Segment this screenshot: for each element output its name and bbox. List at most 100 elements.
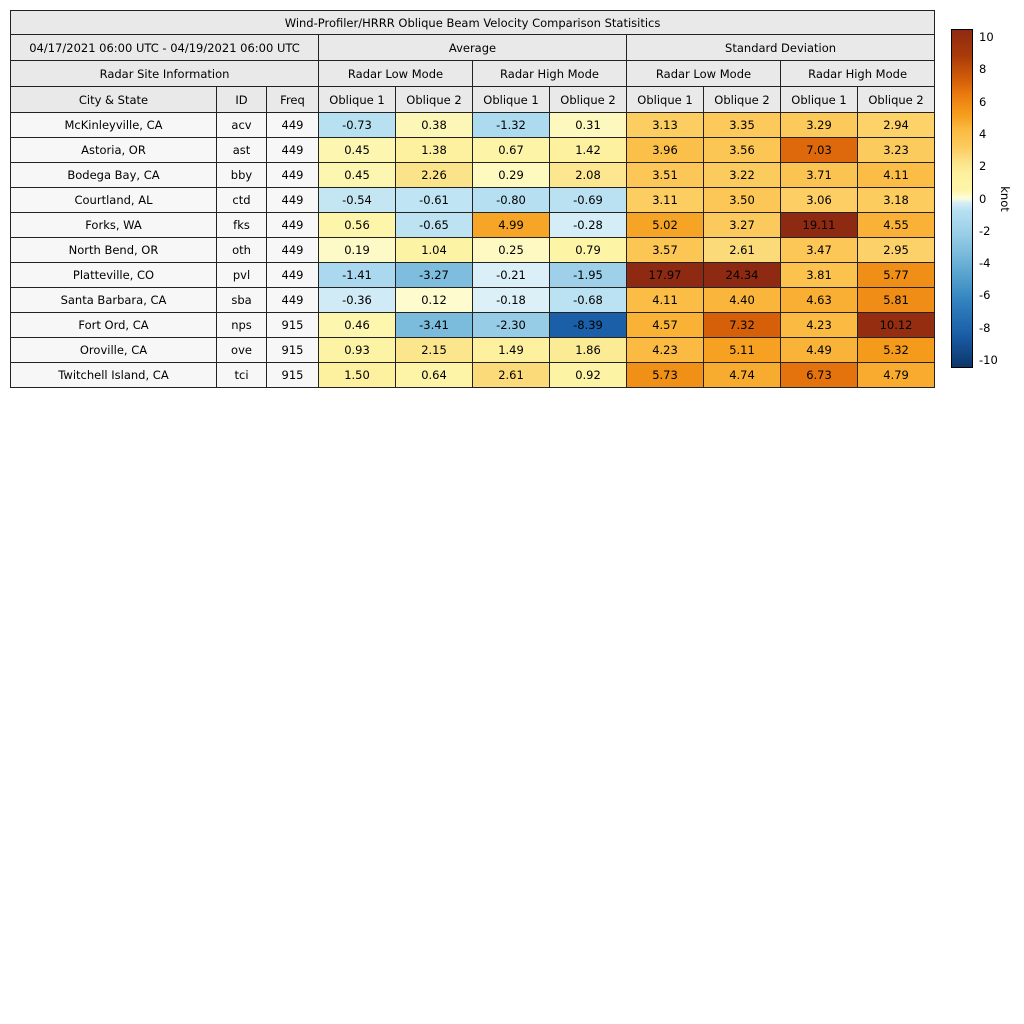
table-row: Twitchell Island, CA tci 915 1.50 0.64 2.61 0.… (10, 362, 936, 388)
site-id-cell: ctd (216, 187, 267, 213)
value-cell: 4.99 (472, 212, 550, 238)
date-range: 04/17/2021 06:00 UTC - 04/19/2021 06:00 … (10, 34, 319, 61)
value-cell: 3.57 (626, 237, 704, 263)
value-cell: 3.29 (780, 112, 858, 138)
value-cell: 17.97 (626, 262, 704, 288)
mode-header-std-high: Radar High Mode (779, 60, 936, 87)
value-cell: 3.71 (780, 162, 858, 188)
value-cell: 6.73 (780, 362, 858, 388)
site-info-header: Radar Site Information (10, 60, 319, 87)
table-row: Santa Barbara, CA sba 449 -0.36 0.12 -0.18 -0.… (10, 287, 936, 313)
col-header-city: City & State (10, 86, 217, 113)
value-cell: 3.18 (856, 187, 936, 213)
site-id-cell: bby (216, 162, 267, 188)
value-cell: -1.41 (318, 262, 396, 288)
col-header-oblique: Oblique 1 (780, 86, 858, 113)
column-header-row: City & State ID Freq Oblique 1 Oblique 2… (10, 86, 936, 113)
freq-cell: 915 (266, 337, 319, 363)
site-id-cell: pvl (216, 262, 267, 288)
value-cell: 5.11 (703, 337, 781, 363)
col-header-oblique: Oblique 1 (626, 86, 704, 113)
value-cell: 1.49 (472, 337, 550, 363)
value-cell: -0.69 (549, 187, 627, 213)
value-cell: 5.02 (626, 212, 704, 238)
value-cell: 1.86 (549, 337, 627, 363)
value-cell: 4.23 (626, 337, 704, 363)
site-id-cell: nps (216, 312, 267, 338)
col-header-id: ID (216, 86, 267, 113)
value-cell: 0.29 (472, 162, 550, 188)
mode-header-avg-high: Radar High Mode (472, 60, 627, 87)
mode-header-row: Radar Site Information Radar Low Mode Ra… (10, 60, 936, 87)
col-header-oblique: Oblique 2 (703, 86, 781, 113)
value-cell: -3.41 (395, 312, 473, 338)
value-cell: 3.47 (780, 237, 858, 263)
value-cell: 4.55 (856, 212, 936, 238)
mode-header-avg-low: Radar Low Mode (318, 60, 473, 87)
table-row: Fort Ord, CA nps 915 0.46 -3.41 -2.30 -8.39 4.5… (10, 312, 936, 338)
value-cell: 3.13 (626, 112, 704, 138)
city-cell: North Bend, OR (10, 237, 217, 263)
value-cell: -0.68 (549, 287, 627, 313)
value-cell: 3.22 (703, 162, 781, 188)
value-cell: 4.74 (703, 362, 781, 388)
value-cell: 3.81 (780, 262, 858, 288)
value-cell: 4.11 (856, 162, 936, 188)
value-cell: 4.49 (780, 337, 858, 363)
value-cell: 3.56 (703, 137, 781, 163)
value-cell: 0.31 (549, 112, 627, 138)
value-cell: 2.94 (856, 112, 936, 138)
value-cell: 24.34 (703, 262, 781, 288)
value-cell: -3.27 (395, 262, 473, 288)
value-cell: 19.11 (780, 212, 858, 238)
site-id-cell: sba (216, 287, 267, 313)
freq-cell: 449 (266, 137, 319, 163)
table-title: Wind-Profiler/HRRR Oblique Beam Velocity… (9, 10, 936, 35)
value-cell: 3.27 (703, 212, 781, 238)
value-cell: -0.80 (472, 187, 550, 213)
city-cell: Platteville, CO (10, 262, 217, 288)
value-cell: 4.11 (626, 287, 704, 313)
value-cell: 2.61 (703, 237, 781, 263)
value-cell: 5.77 (856, 262, 936, 288)
value-cell: -0.54 (318, 187, 396, 213)
table-row: Forks, WA fks 449 0.56 -0.65 4.99 -0.28 5.02 3.2… (10, 212, 936, 238)
col-header-freq: Freq (266, 86, 319, 113)
freq-cell: 915 (266, 362, 319, 388)
col-header-oblique: Oblique 1 (318, 86, 396, 113)
value-cell: 0.46 (318, 312, 396, 338)
colorbar: 10 8 6 4 2 0 -2 -4 -6 -8 -10 knot (951, 29, 1023, 368)
city-cell: Santa Barbara, CA (10, 287, 217, 313)
colorbar-tick-label: -6 (979, 288, 991, 303)
col-header-oblique: Oblique 2 (549, 86, 627, 113)
value-cell: -2.30 (472, 312, 550, 338)
freq-cell: 449 (266, 212, 319, 238)
value-cell: -0.18 (472, 287, 550, 313)
value-cell: -0.73 (318, 112, 396, 138)
value-cell: 4.63 (780, 287, 858, 313)
freq-cell: 449 (266, 162, 319, 188)
value-cell: 3.11 (626, 187, 704, 213)
colorbar-tick-label: 8 (979, 62, 987, 77)
value-cell: 2.15 (395, 337, 473, 363)
site-id-cell: ove (216, 337, 267, 363)
value-cell: -1.32 (472, 112, 550, 138)
city-cell: McKinleyville, CA (10, 112, 217, 138)
value-cell: 3.96 (626, 137, 704, 163)
value-cell: 3.35 (703, 112, 781, 138)
city-cell: Bodega Bay, CA (10, 162, 217, 188)
value-cell: 1.38 (395, 137, 473, 163)
value-cell: -0.61 (395, 187, 473, 213)
value-cell: 3.23 (856, 137, 936, 163)
value-cell: -0.21 (472, 262, 550, 288)
city-cell: Forks, WA (10, 212, 217, 238)
col-header-oblique: Oblique 1 (472, 86, 550, 113)
value-cell: -0.28 (549, 212, 627, 238)
table-row: Astoria, OR ast 449 0.45 1.38 0.67 1.42 3.96 3.5… (10, 137, 936, 163)
freq-cell: 449 (266, 262, 319, 288)
value-cell: 7.32 (703, 312, 781, 338)
value-cell: 10.12 (856, 312, 936, 338)
value-cell: 0.79 (549, 237, 627, 263)
table-row: Platteville, CO pvl 449 -1.41 -3.27 -0.21 -1.9… (10, 262, 936, 288)
table-row: Bodega Bay, CA bby 449 0.45 2.26 0.29 2.08 3.51… (10, 162, 936, 188)
